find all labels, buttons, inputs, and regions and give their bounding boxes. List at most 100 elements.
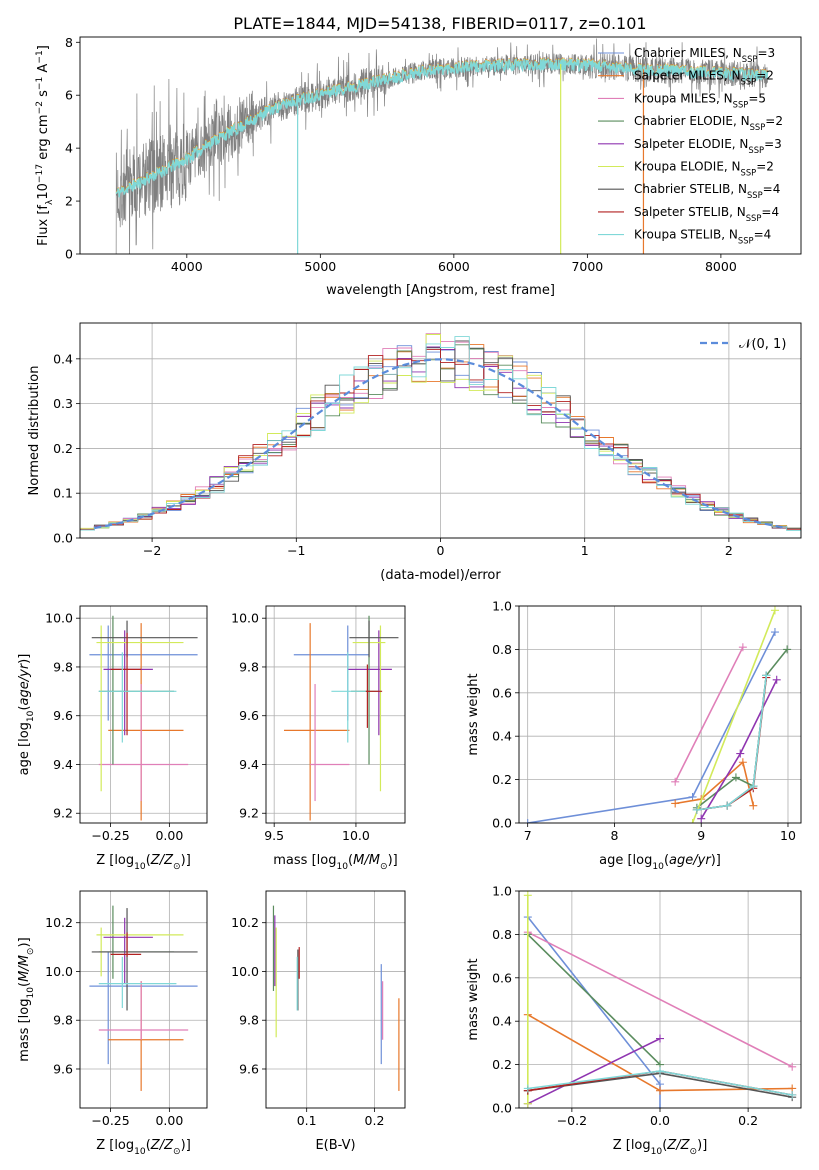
series-point xyxy=(656,1104,664,1108)
label-part: Kroupa ELODIE, N xyxy=(634,160,741,174)
x-tick-label: −2 xyxy=(143,543,161,558)
series-point xyxy=(736,749,745,758)
y-tick-label: 0.1 xyxy=(53,486,73,501)
series-point xyxy=(656,1067,664,1076)
y-tick-label: 0.2 xyxy=(492,1057,512,1072)
x-axis-label: wavelength [Angstrom, rest frame] xyxy=(326,283,555,298)
label-part: age [log xyxy=(599,853,652,868)
label-part: ( xyxy=(662,1138,667,1153)
axes-mass_vs_Z: −0.25 0.00 9.6 9.8 10.0 10.2 xyxy=(45,891,207,1128)
series-point xyxy=(738,643,747,652)
y-tick-label: 9.6 xyxy=(53,1061,73,1076)
x-tick-label: 0.1 xyxy=(297,1113,317,1128)
label-part: ⊙ xyxy=(26,947,36,955)
label-part: A xyxy=(36,64,51,77)
y-tick-label: 0.6 xyxy=(492,970,512,985)
label-part: 10 xyxy=(652,862,664,872)
axes-mass_vs_ebv: 0.1 0.2 9.6 9.8 10.0 10.2 xyxy=(231,891,405,1128)
label-part: )] xyxy=(711,853,721,868)
label-part: SSP xyxy=(741,168,757,178)
y-tick-label: 0.2 xyxy=(53,441,73,456)
plot-area-age_vs_Z xyxy=(89,615,198,821)
label-part: 10 xyxy=(134,862,146,872)
label-part: =3 xyxy=(764,137,782,151)
x-axis-label: Z [log10(Z/Z⊙)] xyxy=(613,1138,708,1157)
x-tick-label: 8 xyxy=(610,828,618,843)
series-point xyxy=(692,805,701,814)
legend-label: Salpeter ELODIE, NSSP=3 xyxy=(634,137,782,155)
label-part: Z/Z xyxy=(150,1138,174,1153)
label-part: )] xyxy=(697,1138,707,1153)
x-tick-label: 0.00 xyxy=(155,828,183,843)
y-tick-label: 10.2 xyxy=(231,915,259,930)
label-part: ( xyxy=(146,1138,151,1153)
label-part: Z/Z xyxy=(666,1138,690,1153)
x-tick-label: 7 xyxy=(524,828,532,843)
label-part: Salpeter ELODIE, N xyxy=(634,137,748,151)
label-part: ( xyxy=(17,705,32,710)
label-part: =4 xyxy=(761,205,779,219)
axes-frame xyxy=(265,890,406,1109)
y-tick-label: 9.6 xyxy=(53,708,73,723)
label-part: −2 xyxy=(35,101,45,114)
y-tick-label: 9.8 xyxy=(239,659,259,674)
series-point xyxy=(671,799,680,808)
y-axis-label: mass weight xyxy=(466,958,481,1040)
label-part: =4 xyxy=(763,182,781,196)
y-tick-label: 9.4 xyxy=(239,757,259,772)
x-tick-label: 4000 xyxy=(171,259,203,274)
x-tick-label: 6000 xyxy=(438,259,470,274)
label-part: −1 xyxy=(35,50,45,63)
label-part: ⊙ xyxy=(690,1147,698,1157)
label-part: SSP xyxy=(748,145,764,155)
y-tick-label: 2 xyxy=(65,194,73,209)
label-part: 10 xyxy=(26,987,36,999)
label-part: =5 xyxy=(748,91,766,105)
label-part: SSP xyxy=(746,213,762,223)
series-point xyxy=(772,675,781,684)
label-part: )] xyxy=(17,654,32,664)
label-part: Kroupa MILES, N xyxy=(634,91,733,105)
x-tick-label: 5000 xyxy=(304,259,336,274)
label-part: mass [log xyxy=(17,999,32,1062)
plot-area-mass_vs_Z xyxy=(89,905,198,1091)
series-line xyxy=(527,933,661,1066)
label-part: Chabrier ELODIE, N xyxy=(634,114,750,128)
series-point xyxy=(656,1086,664,1095)
x-tick-label: −0.2 xyxy=(557,1113,587,1128)
label-part: age/yr xyxy=(17,662,32,705)
legend-label: Salpeter MILES, NSSP=2 xyxy=(634,69,774,87)
series-point xyxy=(523,1099,532,1108)
axes-frame xyxy=(518,890,802,1109)
x-tick-label: 10 xyxy=(780,828,796,843)
label-part: SSP xyxy=(733,99,749,109)
y-tick-label: 0 xyxy=(65,247,73,262)
legend-label: Kroupa MILES, NSSP=5 xyxy=(634,91,766,109)
y-tick-label: 0.6 xyxy=(492,685,512,700)
label-part: SSP xyxy=(750,122,766,132)
y-tick-label: 9.2 xyxy=(239,806,259,821)
series-point xyxy=(523,891,532,900)
series-point xyxy=(770,606,779,615)
x-tick-label: 0 xyxy=(437,543,445,558)
x-tick-label: 9 xyxy=(697,828,705,843)
x-axis-label: Z [log10(Z/Z⊙)] xyxy=(96,1138,191,1157)
y-tick-label: 4 xyxy=(65,141,73,156)
series-line xyxy=(674,646,744,783)
x-tick-label: 10.0 xyxy=(342,828,370,843)
x-tick-label: 0.00 xyxy=(155,1113,183,1128)
y-tick-label: 0.0 xyxy=(492,816,512,831)
label-part: Salpeter STELIB, N xyxy=(634,205,746,219)
axes-frame xyxy=(79,605,208,824)
legend-label: 𝒩(0, 1) xyxy=(739,337,786,352)
series-point xyxy=(783,645,792,654)
legend-label: Kroupa ELODIE, NSSP=2 xyxy=(634,160,774,178)
x-axis-label: mass [log10(M/M⊙)] xyxy=(273,853,397,872)
panels: 4000 5000 6000 7000 8000 0 2 4 6 8 wavelength [Ang… xyxy=(17,35,802,1157)
y-tick-label: 0.4 xyxy=(53,351,73,366)
label-part: SSP xyxy=(738,236,754,246)
axes-frame xyxy=(79,322,802,539)
y-tick-label: 10.2 xyxy=(45,915,73,930)
